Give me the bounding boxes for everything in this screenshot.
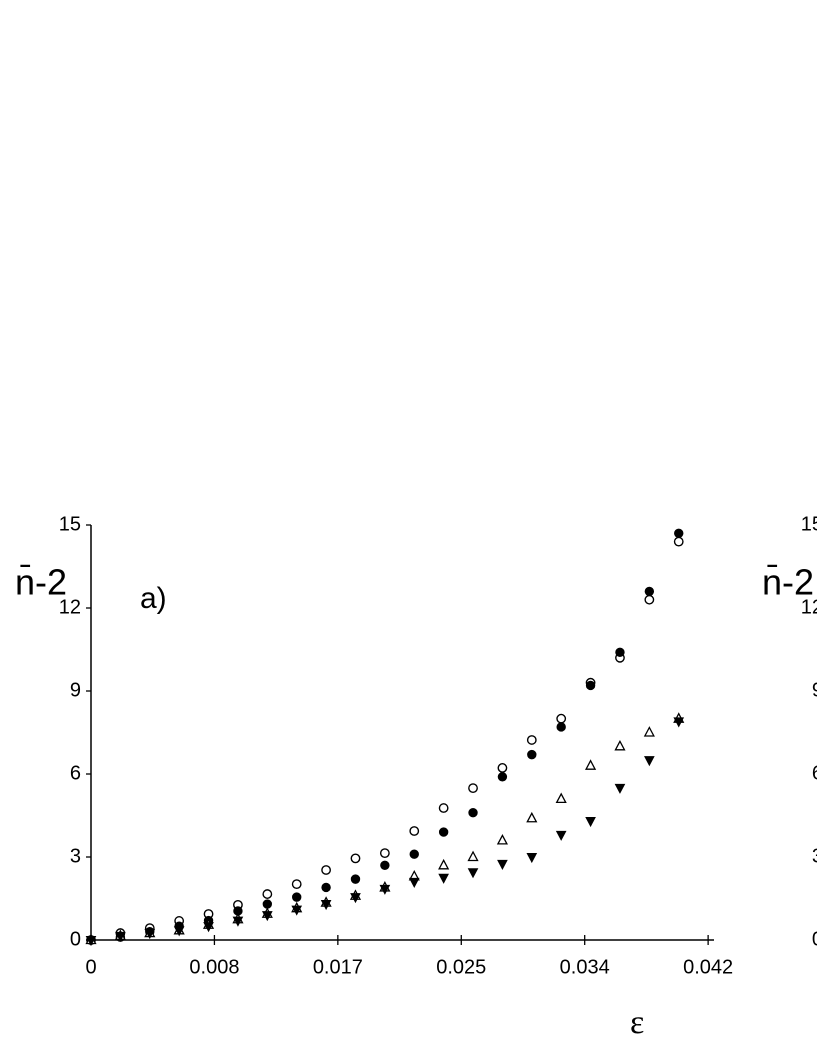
data-point xyxy=(350,893,361,904)
data-point xyxy=(408,877,420,888)
data-point xyxy=(380,860,390,870)
data-point xyxy=(379,884,391,895)
data-point xyxy=(615,647,625,657)
data-point xyxy=(497,772,508,782)
y-tick-label: 6 xyxy=(70,762,81,784)
data-point xyxy=(262,889,273,899)
x-axis-label: ε xyxy=(630,1004,644,1041)
data-point xyxy=(144,929,156,940)
data-point xyxy=(673,717,685,728)
chart-title: a) xyxy=(140,582,167,615)
data-point xyxy=(262,899,273,909)
data-point xyxy=(584,759,597,770)
data-point xyxy=(409,849,419,859)
data-point xyxy=(85,936,97,947)
data-point xyxy=(527,749,537,760)
data-point xyxy=(232,916,244,927)
data-point xyxy=(556,713,567,724)
data-point xyxy=(291,879,302,890)
y-axis-label: n̄-2 xyxy=(15,562,67,603)
data-point xyxy=(438,803,449,813)
y-tick-label: 0 xyxy=(812,928,817,950)
y-axis-label: n̄-2 xyxy=(762,562,814,603)
x-tick-label: 0 xyxy=(85,956,96,978)
data-point xyxy=(321,865,331,875)
data-point xyxy=(585,680,596,691)
data-point xyxy=(614,739,626,751)
data-point xyxy=(643,726,655,737)
data-point xyxy=(644,756,655,767)
data-point xyxy=(497,859,508,870)
data-point xyxy=(555,792,567,804)
data-point xyxy=(467,850,479,862)
data-point xyxy=(379,848,390,859)
data-point xyxy=(321,882,331,893)
data-point xyxy=(556,722,566,732)
data-point xyxy=(292,892,302,902)
x-tick-label: 0.034 xyxy=(560,956,610,978)
data-point xyxy=(526,811,538,823)
y-tick-label: 9 xyxy=(812,679,817,701)
y-tick-label: 3 xyxy=(70,845,81,867)
x-tick-label: 0.042 xyxy=(683,956,733,978)
data-point xyxy=(438,873,449,884)
data-point xyxy=(585,817,596,828)
data-point xyxy=(409,826,420,836)
x-tick-label: 0.008 xyxy=(189,956,239,978)
data-point xyxy=(350,874,361,884)
data-point xyxy=(115,931,126,942)
y-tick-label: 3 xyxy=(812,845,817,867)
data-point xyxy=(350,853,361,864)
data-point xyxy=(438,827,449,837)
data-point xyxy=(673,536,684,547)
y-tick-label: 6 xyxy=(812,762,817,784)
data-point xyxy=(644,586,655,597)
data-point xyxy=(526,853,538,864)
data-point xyxy=(203,922,214,933)
data-point xyxy=(497,763,508,773)
data-point xyxy=(644,594,655,605)
data-point xyxy=(261,911,273,922)
y-tick-label: 9 xyxy=(70,679,81,701)
data-point xyxy=(526,735,537,745)
data-point xyxy=(496,834,508,845)
data-point xyxy=(555,830,567,841)
data-point xyxy=(467,868,479,879)
y-tick-label: 15 xyxy=(801,513,817,535)
data-point xyxy=(614,783,626,794)
data-point xyxy=(438,858,450,870)
data-point xyxy=(468,783,478,794)
y-tick-label: 0 xyxy=(70,928,81,950)
data-point xyxy=(674,528,684,538)
x-tick-label: 0.017 xyxy=(313,956,363,978)
data-point xyxy=(468,808,478,818)
y-tick-label: 12 xyxy=(801,596,817,618)
y-tick-label: 15 xyxy=(59,513,81,535)
data-point xyxy=(291,905,303,916)
x-tick-label: 0.025 xyxy=(436,956,486,978)
data-point xyxy=(320,900,332,911)
y-tick-label: 12 xyxy=(59,596,81,618)
data-point xyxy=(173,926,185,937)
